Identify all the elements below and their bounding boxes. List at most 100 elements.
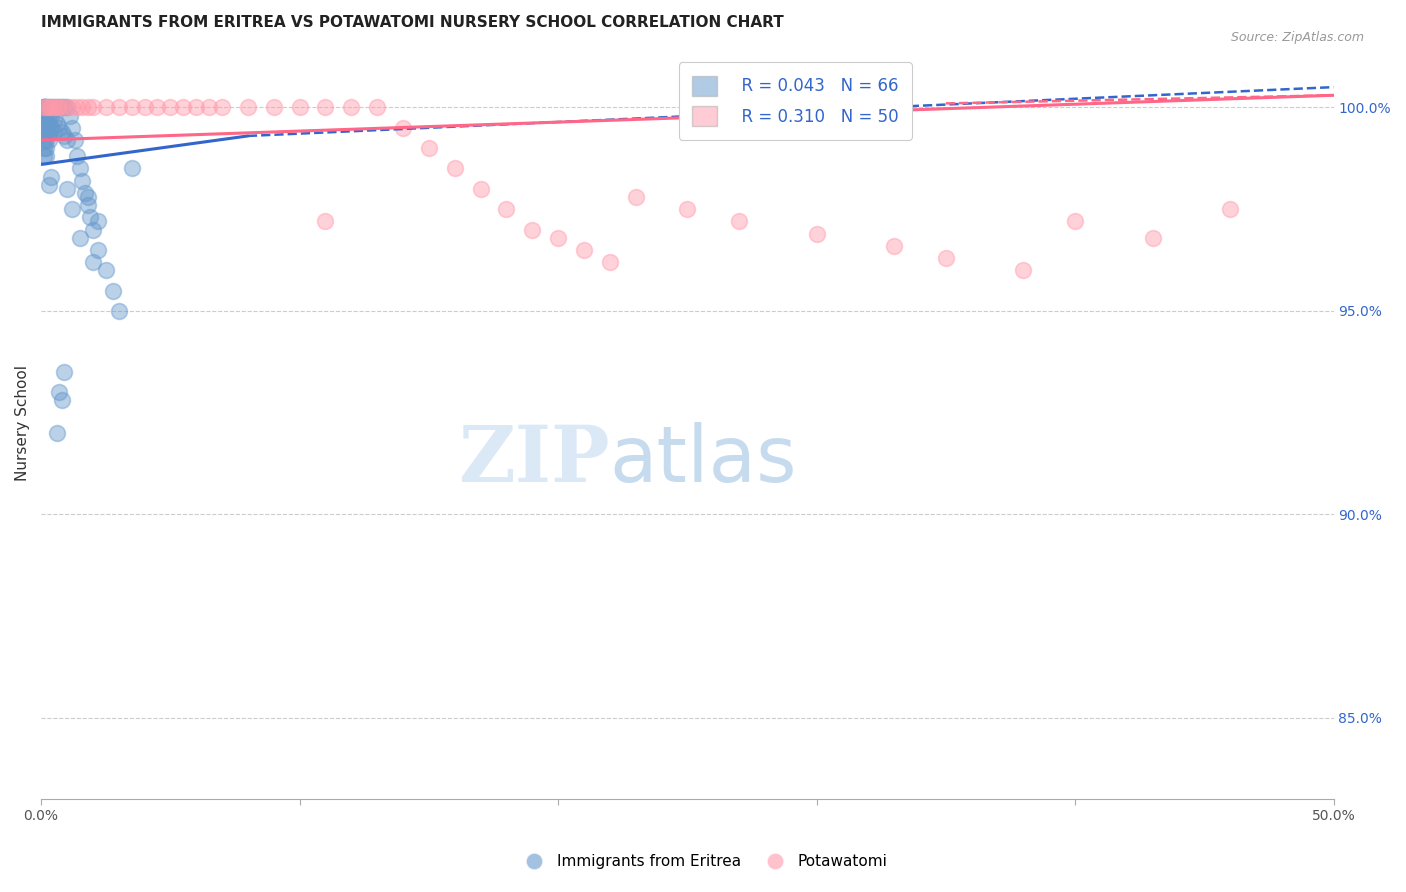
Point <box>32 100 55 114</box>
Point <box>547 230 569 244</box>
Point <box>48 100 70 114</box>
Point <box>53 365 76 379</box>
Point <box>38 133 60 147</box>
Point <box>94 100 117 114</box>
Text: Source: ZipAtlas.com: Source: ZipAtlas.com <box>1230 31 1364 45</box>
Point <box>32 133 55 147</box>
Point <box>82 222 104 236</box>
Point <box>35 133 58 147</box>
Point <box>38 100 60 114</box>
Point <box>69 230 91 244</box>
Point <box>186 100 208 114</box>
Point <box>56 100 79 114</box>
Point <box>211 100 233 114</box>
Point <box>495 202 517 216</box>
Point <box>443 161 465 176</box>
Point <box>935 251 957 265</box>
Point <box>42 100 65 114</box>
Point <box>883 239 905 253</box>
Point <box>82 100 104 114</box>
Point <box>41 100 63 114</box>
Text: atlas: atlas <box>610 423 797 499</box>
Point <box>45 117 67 131</box>
Point <box>35 149 58 163</box>
Point <box>38 125 60 139</box>
Point <box>236 100 259 114</box>
Point <box>63 133 86 147</box>
Point <box>172 100 194 114</box>
Point <box>42 100 65 114</box>
Point <box>87 214 110 228</box>
Point <box>599 255 621 269</box>
Text: ZIP: ZIP <box>458 423 610 499</box>
Point <box>806 227 828 241</box>
Point <box>38 109 60 123</box>
Point <box>76 190 98 204</box>
Point <box>522 222 544 236</box>
Point <box>42 112 65 127</box>
Point <box>41 169 63 184</box>
Point <box>53 100 76 114</box>
Point <box>159 100 181 114</box>
Point <box>41 109 63 123</box>
Point <box>51 393 73 408</box>
Point <box>53 128 76 143</box>
Point <box>32 141 55 155</box>
Y-axis label: Nursery School: Nursery School <box>15 365 30 481</box>
Point <box>35 100 58 114</box>
Point <box>728 214 751 228</box>
Point <box>1012 263 1035 277</box>
Point <box>56 133 79 147</box>
Point <box>470 182 492 196</box>
Point <box>121 100 143 114</box>
Point <box>51 100 73 114</box>
Point <box>41 120 63 135</box>
Point <box>56 100 79 114</box>
Point <box>56 182 79 196</box>
Point <box>48 100 70 114</box>
Point <box>32 100 55 114</box>
Text: IMMIGRANTS FROM ERITREA VS POTAWATOMI NURSERY SCHOOL CORRELATION CHART: IMMIGRANTS FROM ERITREA VS POTAWATOMI NU… <box>41 15 785 30</box>
Point <box>340 100 363 114</box>
Point <box>60 100 83 114</box>
Point <box>42 125 65 139</box>
Point <box>32 100 55 114</box>
Point <box>45 100 67 114</box>
Point <box>288 100 311 114</box>
Legend: Immigrants from Eritrea, Potawatomi: Immigrants from Eritrea, Potawatomi <box>513 848 893 875</box>
Point <box>72 174 94 188</box>
Point <box>146 100 169 114</box>
Point <box>32 125 55 139</box>
Point <box>35 125 58 139</box>
Point <box>392 120 415 135</box>
Point <box>314 214 336 228</box>
Point <box>35 100 58 114</box>
Point <box>38 117 60 131</box>
Point <box>48 385 70 400</box>
Point <box>60 120 83 135</box>
Point <box>66 100 89 114</box>
Point <box>198 100 221 114</box>
Point <box>1064 214 1087 228</box>
Point <box>82 255 104 269</box>
Point <box>87 243 110 257</box>
Point <box>418 141 440 155</box>
Point <box>121 161 143 176</box>
Point <box>32 100 55 114</box>
Point <box>107 304 129 318</box>
Point <box>624 190 647 204</box>
Point <box>35 100 58 114</box>
Point <box>41 100 63 114</box>
Point <box>76 100 98 114</box>
Point <box>76 198 98 212</box>
Point <box>107 100 129 114</box>
Point <box>263 100 285 114</box>
Point <box>32 117 55 131</box>
Point <box>72 100 94 114</box>
Point <box>366 100 388 114</box>
Point <box>32 100 55 114</box>
Point <box>35 117 58 131</box>
Point <box>32 149 55 163</box>
Point <box>45 100 67 114</box>
Point <box>69 161 91 176</box>
